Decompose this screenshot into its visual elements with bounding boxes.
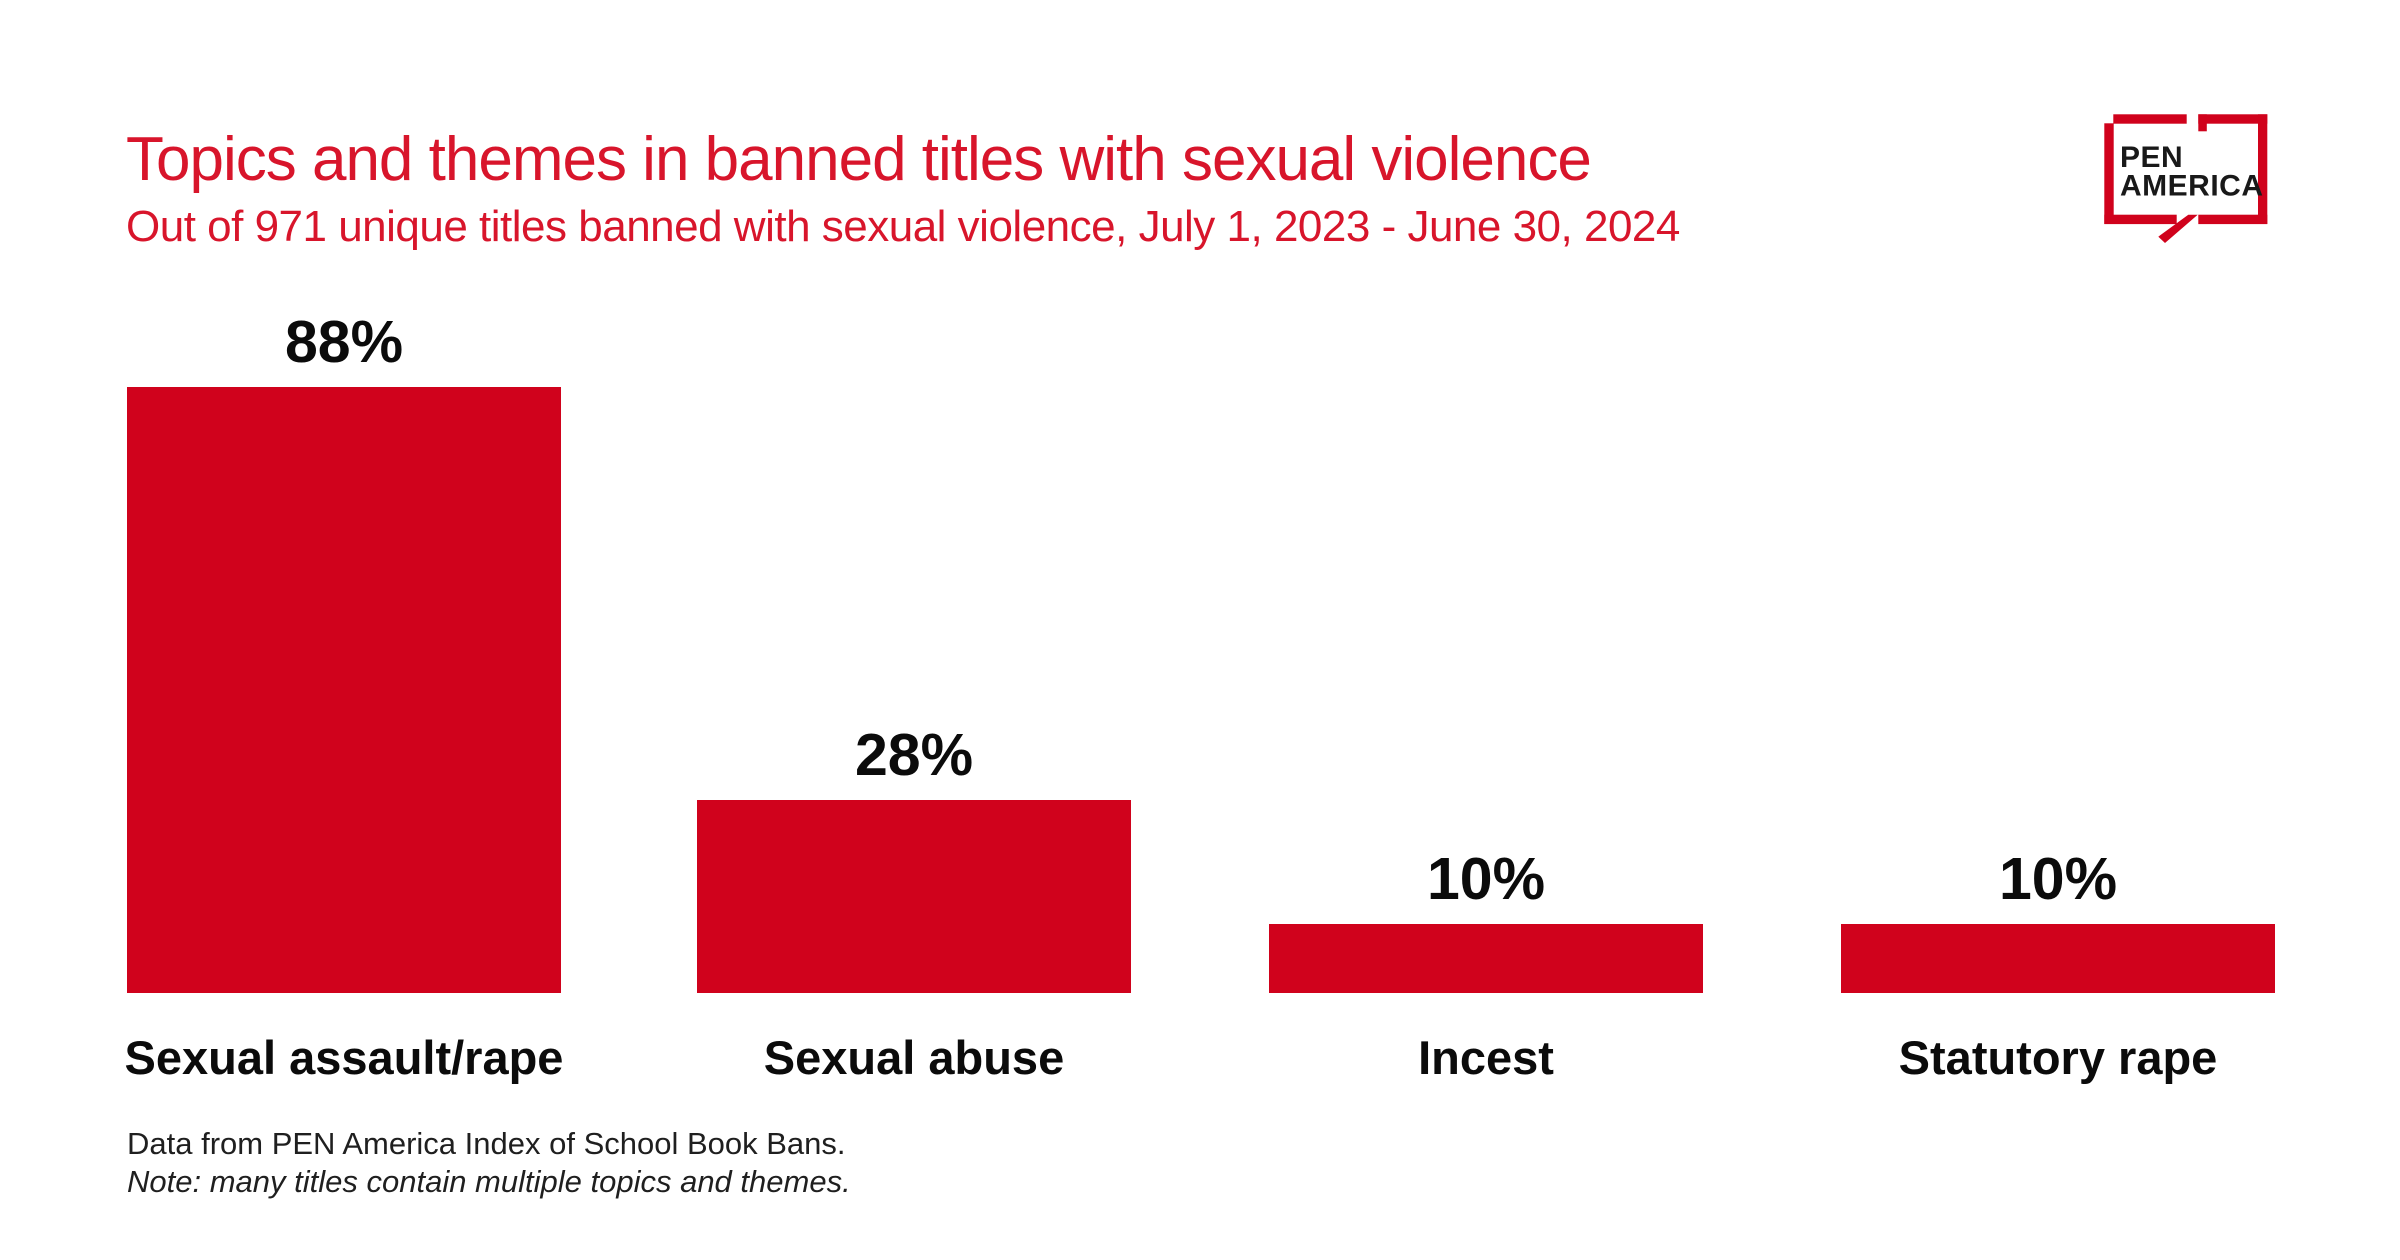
bar-value-label: 10% — [1426, 846, 1546, 912]
category-label: Incest — [1418, 1031, 1554, 1084]
category-label: Sexual assault/rape — [124, 1031, 564, 1084]
bar-statutory-rape — [1841, 924, 2275, 993]
category-label: Sexual abuse — [763, 1031, 1065, 1084]
bar-sexual-abuse — [697, 800, 1131, 993]
bar-sexual-assault-rape — [127, 387, 561, 993]
pen-america-logo: PEN AMERICA — [2100, 110, 2270, 250]
speech-bubble-book-icon: PEN AMERICA — [2104, 114, 2268, 243]
bar-value-label: 10% — [1998, 846, 2118, 912]
logo-word-america: AMERICA — [2120, 170, 2264, 203]
logo-word-pen: PEN — [2120, 141, 2183, 174]
footnote-source: Data from PEN America Index of School Bo… — [127, 1126, 846, 1161]
chart-subtitle: Out of 971 unique titles banned with sex… — [126, 202, 1680, 251]
category-label: Statutory rape — [1898, 1031, 2218, 1084]
footnote-note: Note: many titles contain multiple topic… — [127, 1164, 851, 1199]
chart-title: Topics and themes in banned titles with … — [126, 125, 1592, 194]
bar-incest — [1269, 924, 1703, 993]
bar-value-label: 28% — [854, 722, 974, 788]
bar-value-label: 88% — [284, 309, 404, 375]
